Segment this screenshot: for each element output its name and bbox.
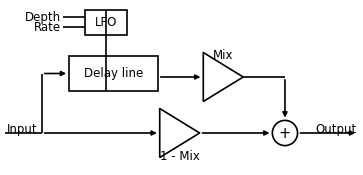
Text: Output: Output	[316, 123, 357, 136]
Bar	[85, 10, 127, 35]
Text: +: +	[279, 125, 291, 141]
Bar	[69, 56, 158, 91]
Text: Delay line: Delay line	[84, 67, 143, 80]
Circle shape	[272, 120, 298, 146]
Text: Input: Input	[7, 123, 38, 136]
Text: 1 - Mix: 1 - Mix	[160, 149, 200, 163]
Text: LFO: LFO	[95, 16, 117, 29]
Text: Depth: Depth	[25, 11, 61, 24]
Text: Mix: Mix	[213, 50, 233, 62]
Text: Rate: Rate	[34, 21, 61, 34]
